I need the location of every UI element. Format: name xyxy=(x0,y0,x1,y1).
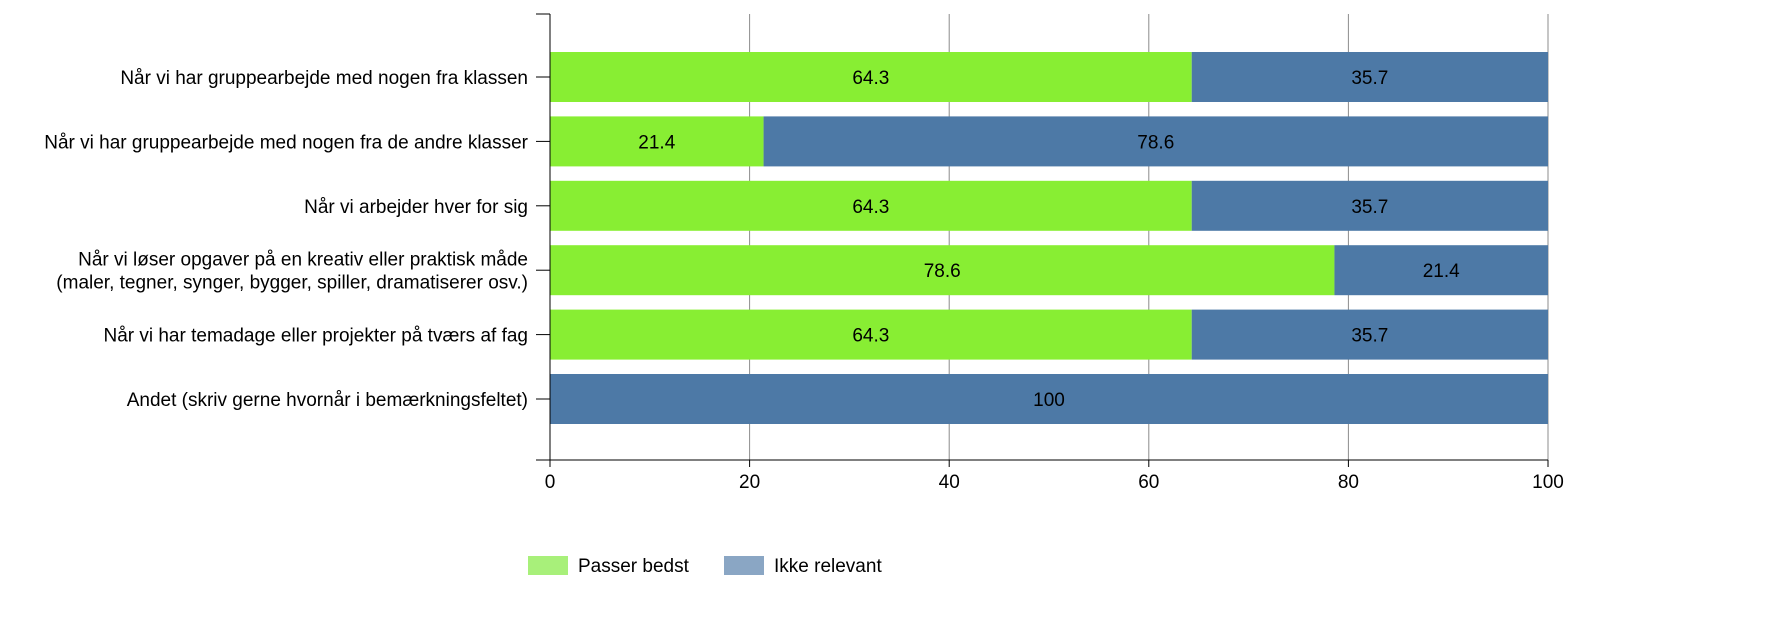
x-tick-label: 40 xyxy=(939,472,960,493)
category-label: Når vi løser opgaver på en kreativ eller… xyxy=(78,250,528,271)
x-tick-label: 20 xyxy=(739,472,760,493)
data-label: 21.4 xyxy=(638,132,675,153)
data-label: 64.3 xyxy=(852,197,889,218)
category-label: (maler, tegner, synger, bygger, spiller,… xyxy=(56,273,528,294)
data-label: 35.7 xyxy=(1351,68,1388,89)
data-label: 35.7 xyxy=(1351,326,1388,347)
bar-segment xyxy=(1191,52,1548,102)
bar-segment xyxy=(550,116,764,167)
data-label: 78.6 xyxy=(1137,132,1174,153)
x-tick-label: 60 xyxy=(1138,472,1159,493)
x-tick-label: 100 xyxy=(1532,472,1564,493)
bar-segment xyxy=(1334,245,1548,296)
bar-segment xyxy=(550,309,1192,360)
category-label: Når vi har gruppearbejde med nogen fra k… xyxy=(120,68,528,89)
data-label: 78.6 xyxy=(924,261,961,282)
data-label: 64.3 xyxy=(852,68,889,89)
category-label: Når vi har temadage eller projekter på t… xyxy=(103,326,528,347)
category-label: Når vi arbejder hver for sig xyxy=(304,197,528,218)
data-label: 100 xyxy=(1033,390,1065,411)
x-tick-label: 0 xyxy=(545,472,556,493)
legend-label: Ikke relevant xyxy=(774,556,882,577)
bar-segment xyxy=(1191,180,1548,231)
legend-label: Passer bedst xyxy=(578,556,690,577)
bar-segment xyxy=(550,52,1192,102)
x-tick-label: 80 xyxy=(1338,472,1359,493)
bar-segment xyxy=(1191,309,1548,360)
legend-swatch xyxy=(528,556,568,575)
legend-swatch xyxy=(724,556,764,575)
data-label: 21.4 xyxy=(1423,261,1460,282)
data-label: 64.3 xyxy=(852,326,889,347)
bar-segment xyxy=(550,374,1548,424)
bar-segment xyxy=(550,180,1192,231)
category-label: Når vi har gruppearbejde med nogen fra d… xyxy=(44,132,528,153)
category-label: Andet (skriv gerne hvornår i bemærknings… xyxy=(127,390,528,411)
bar-segment xyxy=(763,116,1548,167)
bar-segment xyxy=(550,245,1335,296)
data-label: 35.7 xyxy=(1351,197,1388,218)
